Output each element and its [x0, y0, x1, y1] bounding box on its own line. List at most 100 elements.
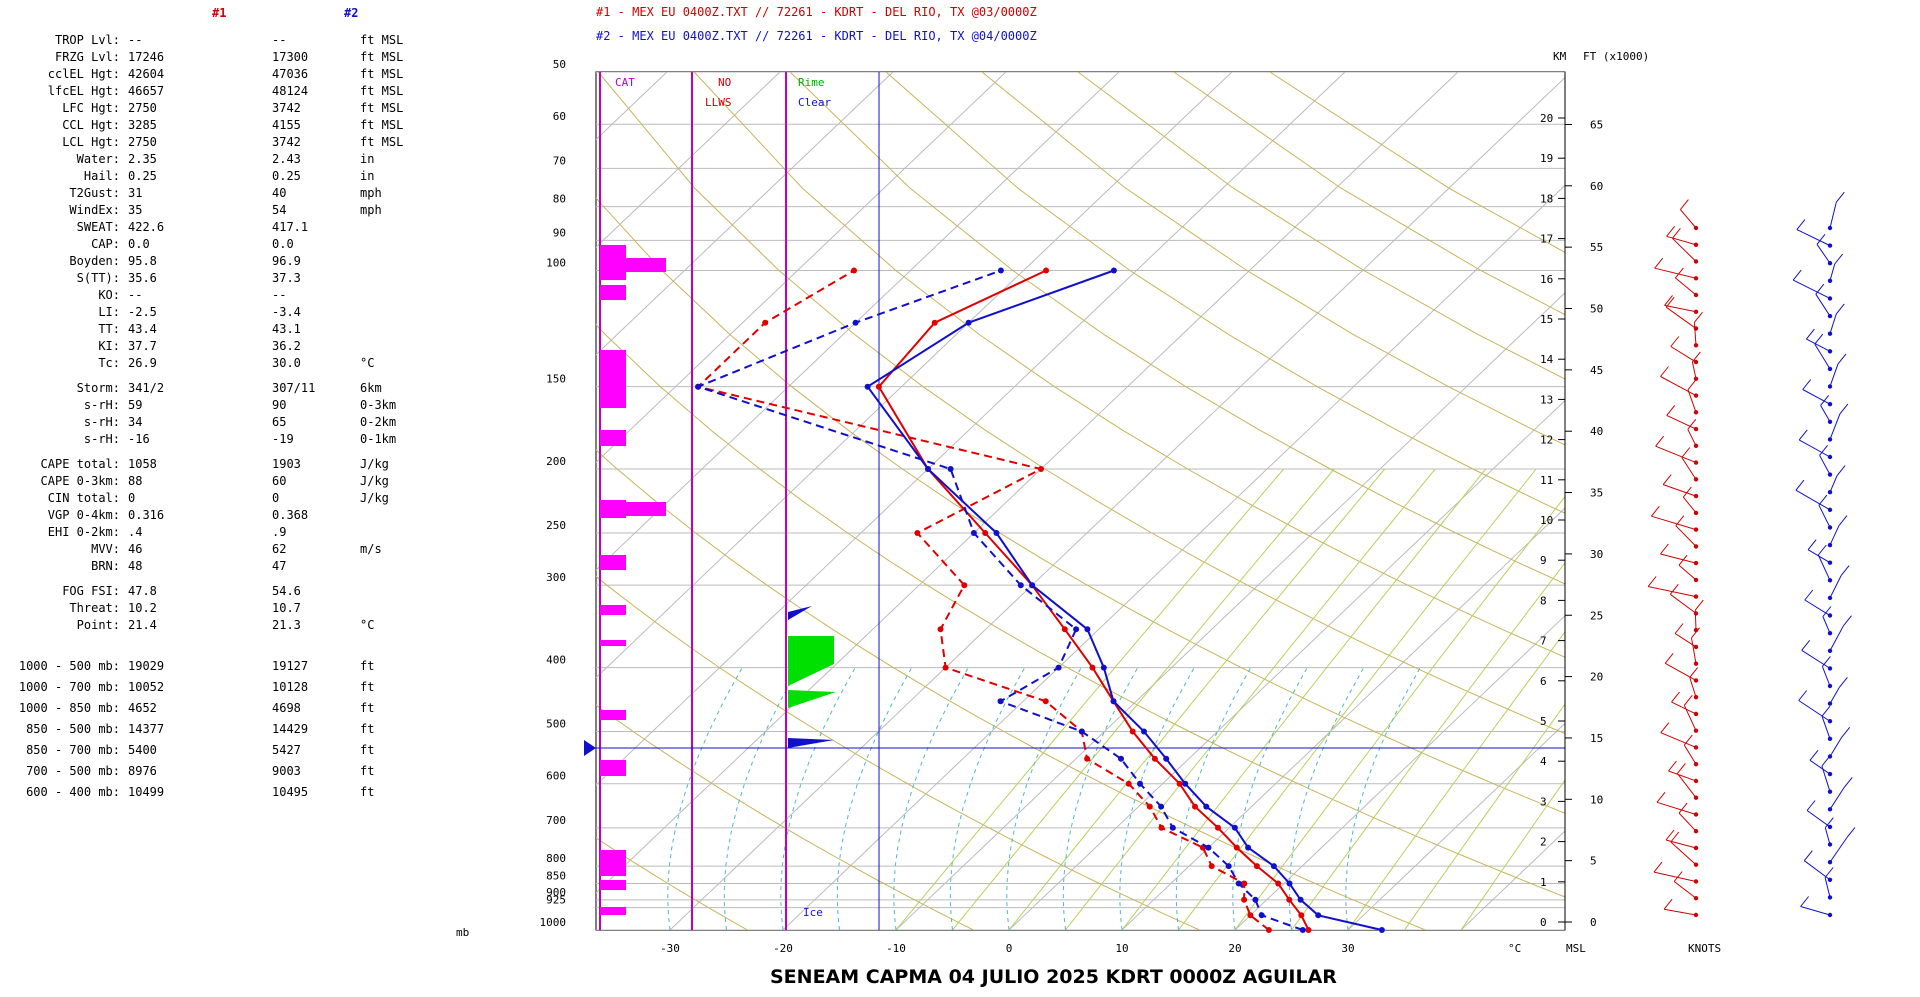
isotherm — [1121, 507, 1565, 930]
stat-row: EHI 0-2km: .4 .9 — [0, 524, 560, 540]
wind-barb-flag — [1656, 791, 1666, 803]
stat-label: Tc: — [98, 356, 120, 370]
wind-barb-flag — [1674, 623, 1684, 634]
km-tick-label: 17 — [1540, 233, 1553, 246]
ft-tick-label: 5 — [1590, 855, 1597, 868]
dewpoint-point — [695, 383, 702, 390]
stat-row: 600 - 400 mb: 10499 10495 ft — [0, 784, 560, 800]
wind-point — [1827, 578, 1833, 583]
km-tick-label: 1 — [1540, 876, 1547, 889]
stat-value-2: 17300 — [272, 50, 309, 64]
wind-point — [1827, 754, 1833, 759]
wind-barb — [1671, 701, 1697, 715]
wind-barb-flag — [1680, 199, 1689, 210]
wind-point — [1693, 242, 1699, 247]
wind-barb-flag — [1683, 734, 1693, 746]
wind-barb — [1670, 346, 1697, 363]
wind-barb-flag — [1840, 565, 1850, 576]
wind-barb — [1795, 489, 1831, 511]
temperature-point — [1298, 912, 1305, 919]
stat-value-1: 95.8 — [128, 254, 157, 268]
stat-unit: J/kg — [360, 457, 389, 471]
wind-barb — [1691, 361, 1697, 379]
stat-value-2: 37.3 — [272, 271, 301, 285]
dewpoint-point — [1208, 863, 1215, 870]
wind-barb-flag — [1669, 583, 1679, 595]
wind-barb — [1647, 586, 1697, 598]
wind-barb — [1798, 700, 1831, 722]
wind-barb-flag — [1822, 606, 1832, 617]
dry-adiabat — [596, 704, 974, 930]
stat-value-2: 90 — [272, 398, 287, 412]
wind-point — [1827, 313, 1833, 319]
km-tick-label: 13 — [1540, 393, 1553, 406]
km-tick-label: 16 — [1540, 273, 1553, 286]
km-tick-label: 10 — [1540, 514, 1553, 527]
wind-barb-flag — [1796, 219, 1806, 230]
wind-barb — [1821, 666, 1831, 687]
temperature-point — [925, 466, 931, 472]
stat-unit: 6km — [360, 381, 382, 395]
moist-adiabat — [895, 468, 1285, 930]
stat-label: lfcEL Hgt: — [47, 84, 120, 98]
wind-barb-flag — [1792, 269, 1802, 281]
stat-value-1: -16 — [128, 432, 150, 446]
wind-barb-flag — [1815, 283, 1825, 295]
km-tick-label: 19 — [1540, 152, 1553, 165]
stat-label: WindEx: — [69, 203, 120, 217]
temperature-point — [1176, 780, 1183, 787]
wind-point — [1693, 795, 1699, 800]
km-tick-label: 6 — [1540, 675, 1547, 688]
stat-value-1: -2.5 — [128, 305, 157, 319]
stat-value-2: 3742 — [272, 101, 301, 115]
wind-point — [1827, 701, 1833, 706]
stat-label: CAPE 0-3km: — [40, 474, 120, 488]
wind-barb — [1673, 881, 1697, 899]
stat-row: CAP: 0.0 0.0 — [0, 236, 560, 252]
wind-point — [1827, 895, 1833, 900]
pressure-tick-label: 90 — [553, 226, 566, 239]
stat-value-1: 47.8 — [128, 584, 157, 598]
wind-barb-flag — [1839, 676, 1848, 688]
stat-row: KO: -- -- — [0, 287, 560, 303]
stat-unit: mph — [360, 203, 382, 217]
chart-background — [584, 71, 1566, 931]
wind-barb — [1817, 554, 1831, 581]
wind-barb — [1670, 841, 1697, 866]
stat-label: 850 - 700 mb: — [26, 743, 120, 757]
stat-label: VGP 0-4km: — [47, 508, 120, 522]
rime-ice-block — [788, 690, 836, 708]
sounding-traces — [695, 267, 1385, 933]
wind-barb-flag — [1838, 515, 1848, 526]
pressure-tick-label: 150 — [546, 373, 566, 386]
moist-adiabat — [1347, 631, 1565, 930]
wind-point — [1827, 402, 1833, 407]
ft-tick-label: 60 — [1590, 180, 1603, 193]
temperature-point — [1305, 927, 1312, 933]
dewpoint-point — [937, 626, 944, 633]
pressure-axis-label: mb — [456, 926, 469, 939]
temperature-point — [1182, 780, 1189, 787]
stat-label: MVV: — [91, 542, 120, 556]
wind-barb-flag — [1660, 543, 1669, 555]
wind-barb-flag — [1837, 353, 1847, 365]
pressure-tick-label: 70 — [553, 154, 566, 167]
wind-barb — [1665, 306, 1697, 329]
wind-point — [1827, 296, 1833, 301]
wind-barb — [1798, 439, 1831, 458]
pressure-tick-label: 700 — [546, 814, 566, 827]
isotherm — [596, 72, 1233, 679]
wind-point — [1693, 611, 1699, 616]
pressure-tick-label: 850 — [546, 869, 566, 882]
wind-point — [1693, 460, 1699, 465]
dewpoint-point — [970, 530, 977, 536]
stat-row: Water: 2.35 2.43 in — [0, 151, 560, 167]
km-tick-label: 2 — [1540, 836, 1547, 849]
wind-barb — [1802, 389, 1831, 405]
dewpoint-point — [1241, 896, 1248, 903]
wind-barb-flag — [1664, 295, 1673, 306]
stat-value-1: .4 — [128, 525, 143, 539]
stat-value-1: 2750 — [128, 101, 157, 115]
stat-row: Storm: 341/2 307/11 6km — [0, 380, 560, 396]
wind-point — [1827, 860, 1833, 865]
